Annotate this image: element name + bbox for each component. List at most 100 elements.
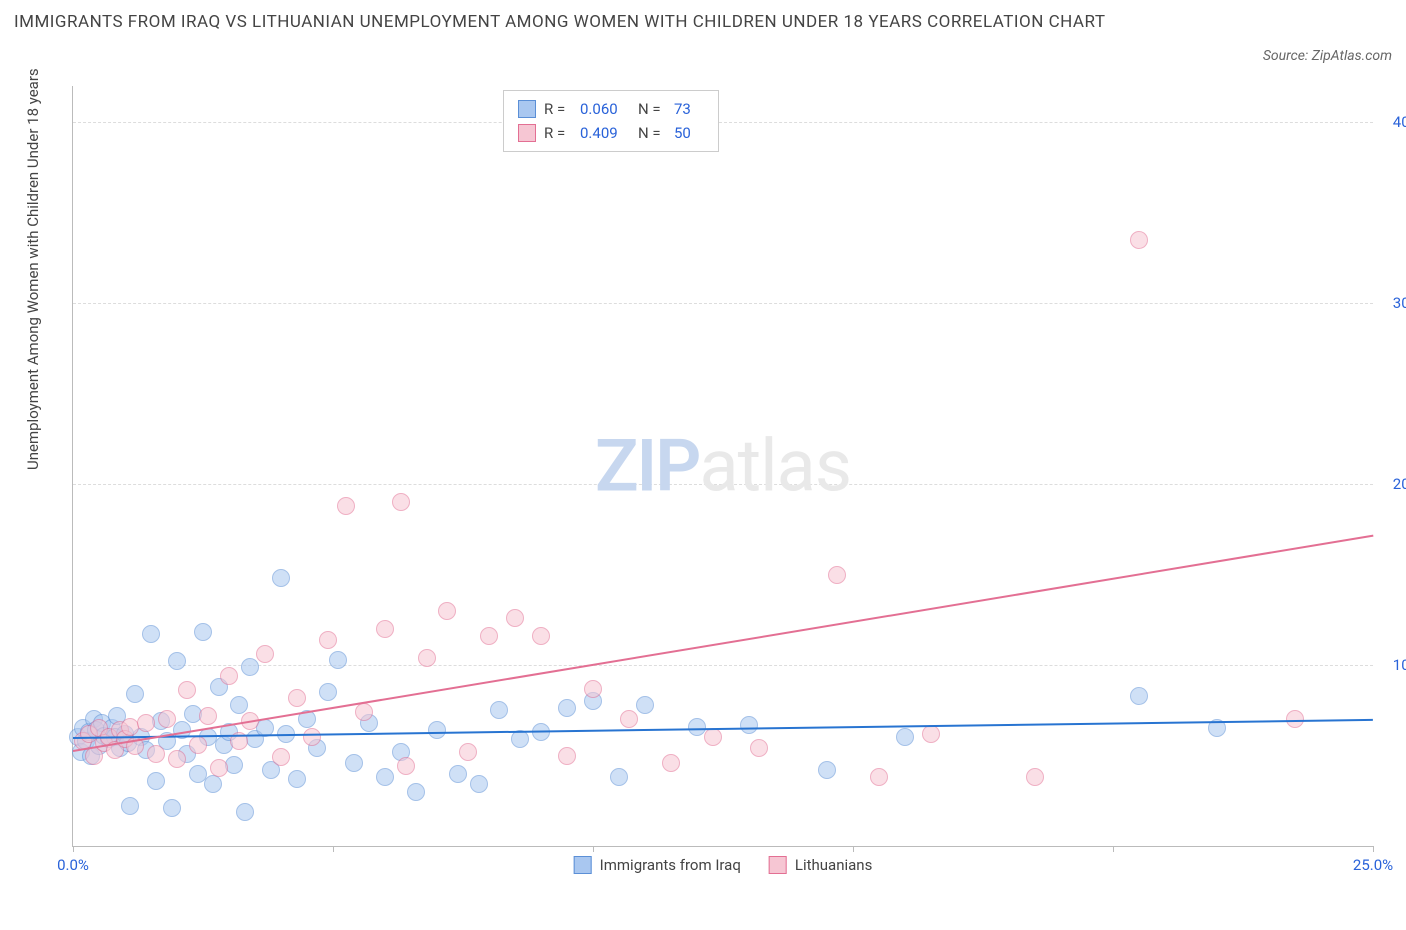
data-point [1130, 231, 1148, 249]
data-point [236, 803, 254, 821]
data-point [1026, 768, 1044, 786]
x-tick [853, 846, 854, 852]
data-point [636, 696, 654, 714]
legend-label-iraq: Immigrants from Iraq [600, 856, 741, 874]
data-point [168, 652, 186, 670]
trend-line [73, 535, 1373, 752]
data-point [418, 649, 436, 667]
gridline [73, 122, 1373, 123]
data-point [558, 747, 576, 765]
data-point [922, 725, 940, 743]
x-tick [1113, 846, 1114, 852]
data-point [337, 497, 355, 515]
data-point [272, 569, 290, 587]
swatch-lith-icon [769, 856, 787, 874]
data-point [142, 625, 160, 643]
data-point [740, 716, 758, 734]
data-point [376, 620, 394, 638]
data-point [345, 754, 363, 772]
data-point [459, 743, 477, 761]
data-point [511, 730, 529, 748]
data-point [288, 770, 306, 788]
data-point [704, 728, 722, 746]
data-point [189, 765, 207, 783]
y-axis-label: Unemployment Among Women with Children U… [24, 68, 42, 470]
data-point [490, 701, 508, 719]
legend-row-lith: R = 0.409 N = 50 [518, 121, 704, 145]
legend-row-iraq: R = 0.060 N = 73 [518, 97, 704, 121]
data-point [376, 768, 394, 786]
data-point [818, 761, 836, 779]
data-point [220, 667, 238, 685]
data-point [126, 685, 144, 703]
legend-n-label: N = [638, 121, 666, 145]
x-tick-label: 0.0% [57, 856, 89, 874]
data-point [256, 645, 274, 663]
data-point [896, 728, 914, 746]
data-point [392, 493, 410, 511]
data-point [319, 683, 337, 701]
data-point [178, 681, 196, 699]
data-point [532, 627, 550, 645]
data-point [397, 757, 415, 775]
data-point [329, 651, 347, 669]
y-tick-label: 20.0% [1378, 475, 1406, 493]
x-tick [73, 846, 74, 852]
legend-label-lith: Lithuanians [795, 856, 872, 874]
legend-n-value-iraq: 73 [674, 97, 704, 121]
chart-container: ZIPatlas R = 0.060 N = 73 R = 0.409 N = … [54, 86, 1374, 856]
data-point [558, 699, 576, 717]
data-point [610, 768, 628, 786]
data-point [147, 772, 165, 790]
gridline [73, 484, 1373, 485]
data-point [319, 631, 337, 649]
y-tick-label: 10.0% [1378, 656, 1406, 674]
x-tick-label: 25.0% [1353, 856, 1393, 874]
x-tick [1373, 846, 1374, 852]
data-point [288, 689, 306, 707]
data-point [241, 658, 259, 676]
data-point [506, 609, 524, 627]
gridline [73, 303, 1373, 304]
data-point [480, 627, 498, 645]
data-point [428, 721, 446, 739]
x-tick [593, 846, 594, 852]
data-point [168, 750, 186, 768]
data-point [620, 710, 638, 728]
series-legend: Immigrants from Iraq Lithuanians [574, 856, 873, 874]
x-tick [333, 846, 334, 852]
legend-r-label: R = [544, 97, 572, 121]
data-point [1130, 687, 1148, 705]
data-point [189, 736, 207, 754]
data-point [137, 714, 155, 732]
legend-r-label: R = [544, 121, 572, 145]
data-point [210, 759, 228, 777]
data-point [158, 710, 176, 728]
data-point [272, 748, 290, 766]
legend-n-label: N = [638, 97, 666, 121]
plot-area: ZIPatlas R = 0.060 N = 73 R = 0.409 N = … [72, 86, 1373, 847]
data-point [225, 756, 243, 774]
data-point [449, 765, 467, 783]
data-point [438, 602, 456, 620]
data-point [407, 783, 425, 801]
legend-n-value-lith: 50 [674, 121, 704, 145]
swatch-lith-icon [518, 124, 536, 142]
data-point [355, 703, 373, 721]
data-point [470, 775, 488, 793]
swatch-iraq-icon [574, 856, 592, 874]
y-tick-label: 40.0% [1378, 113, 1406, 131]
data-point [199, 707, 217, 725]
data-point [121, 797, 139, 815]
correlation-legend: R = 0.060 N = 73 R = 0.409 N = 50 [503, 90, 719, 152]
data-point [163, 799, 181, 817]
data-point [828, 566, 846, 584]
data-point [750, 739, 768, 757]
data-point [147, 745, 165, 763]
source-attribution: Source: ZipAtlas.com [1263, 48, 1392, 64]
legend-r-value-iraq: 0.060 [580, 97, 630, 121]
data-point [688, 718, 706, 736]
watermark: ZIPatlas [595, 424, 851, 509]
chart-title: IMMIGRANTS FROM IRAQ VS LITHUANIAN UNEMP… [14, 10, 1114, 36]
legend-r-value-lith: 0.409 [580, 121, 630, 145]
